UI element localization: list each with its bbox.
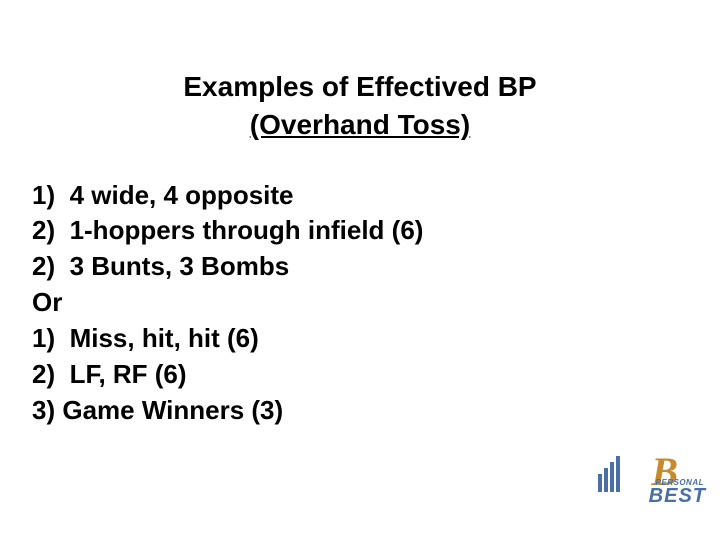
logo-bar: [604, 468, 608, 492]
slide-title: Examples of Effectived BP (Overhand Toss…: [0, 0, 720, 144]
list-item: 2) 1-hoppers through infield (6): [32, 213, 720, 249]
list-item: 3) Game Winners (3): [32, 393, 720, 429]
logo-bar: [616, 456, 620, 492]
logo-best-text: BEST: [649, 485, 706, 508]
logo-bar-icon: [598, 456, 620, 492]
list-item: 2) 3 Bunts, 3 Bombs: [32, 249, 720, 285]
list-item: 1) Miss, hit, hit (6): [32, 321, 720, 357]
list-item: 2) LF, RF (6): [32, 357, 720, 393]
content-body: 1) 4 wide, 4 opposite 2) 1-hoppers throu…: [0, 144, 720, 429]
logo-bar: [598, 474, 602, 492]
title-line-2: (Overhand Toss): [0, 106, 720, 144]
title-line-1: Examples of Effectived BP: [0, 68, 720, 106]
personal-best-logo: B PERSONAL BEST: [598, 450, 706, 512]
logo-bar: [610, 462, 614, 492]
list-item: Or: [32, 285, 720, 321]
list-item: 1) 4 wide, 4 opposite: [32, 178, 720, 214]
